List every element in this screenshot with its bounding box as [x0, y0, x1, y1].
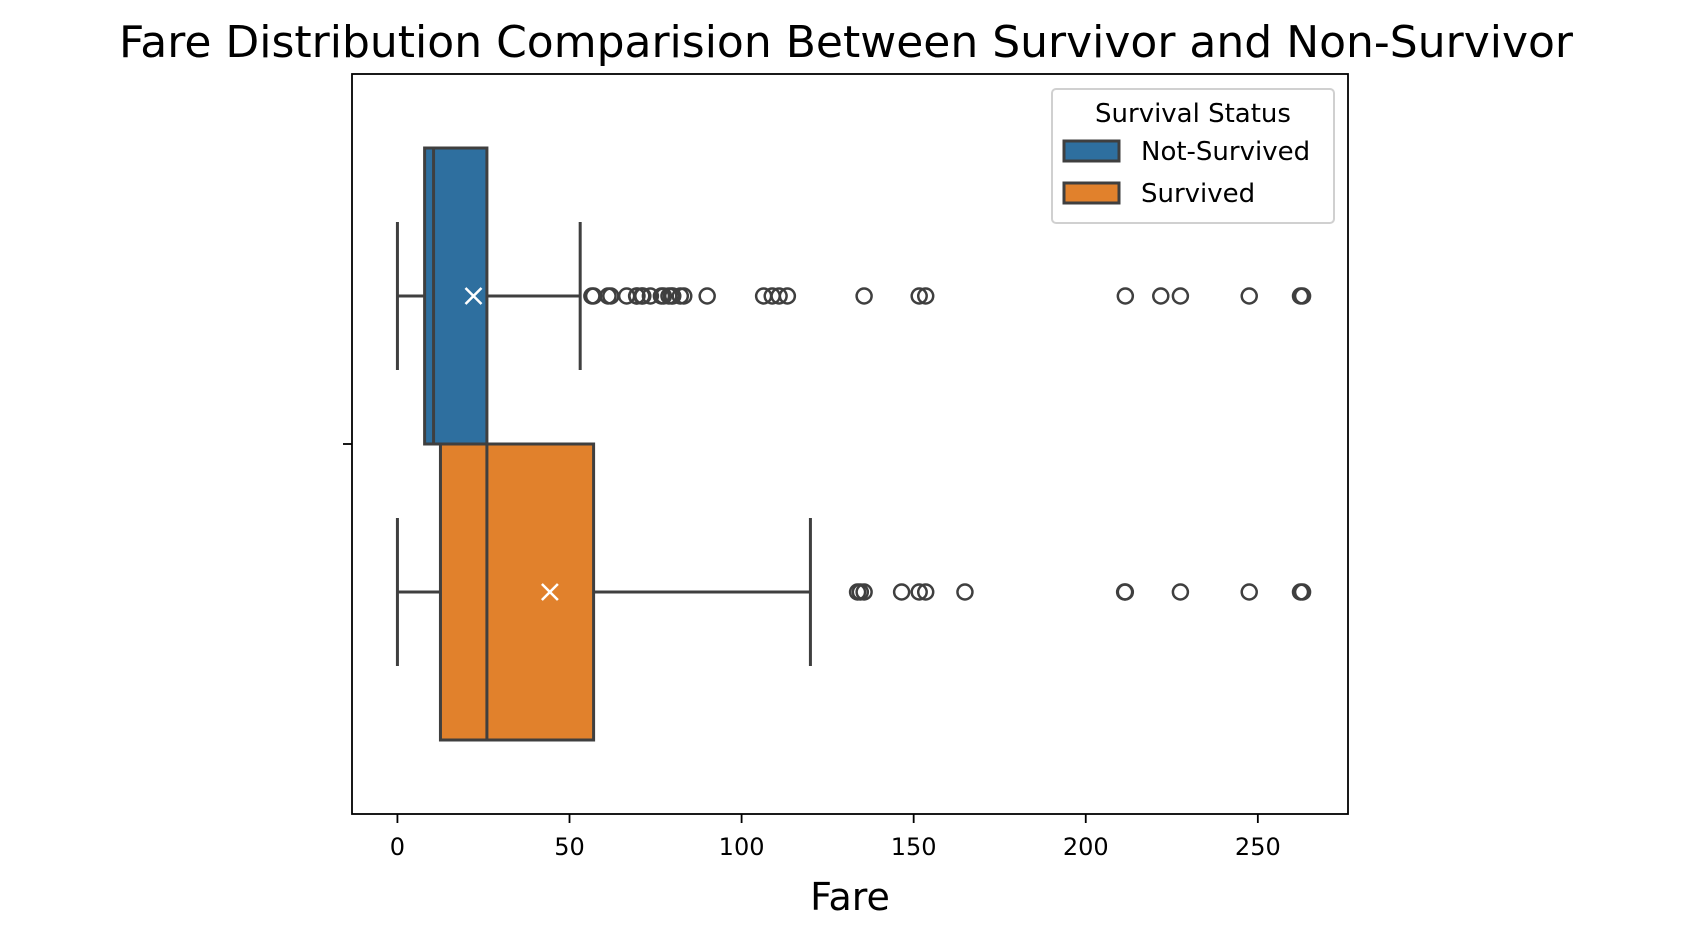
outlier-point	[675, 287, 693, 305]
legend: Survival Status Not-Survived Survived	[1051, 88, 1335, 224]
outlier-point	[910, 287, 928, 305]
outlier-point	[892, 583, 911, 601]
outlier-point	[1240, 287, 1258, 305]
boxes-layer	[395, 146, 1312, 742]
legend-frame	[1051, 88, 1335, 224]
iqr-box	[438, 442, 596, 742]
outlier-point	[1171, 583, 1190, 601]
outlier-point	[956, 583, 974, 601]
x-axis: 0 50 100 150 200 250	[343, 443, 1281, 861]
outlier-point	[1152, 287, 1170, 305]
legend-label: Survived	[1141, 179, 1255, 209]
outlier-point	[634, 287, 652, 305]
outlier-point	[1293, 287, 1312, 305]
legend-label: Not-Survived	[1141, 137, 1310, 167]
outlier-point	[1116, 583, 1135, 601]
outlier-point	[1293, 583, 1312, 601]
outlier-point	[778, 287, 797, 305]
outlier-point	[641, 287, 660, 305]
outlier-point	[664, 287, 682, 305]
outlier-point	[916, 287, 935, 305]
legend-item: Survived	[1062, 179, 1255, 209]
mean-marker-stroke	[464, 287, 483, 305]
outlier-point	[770, 287, 788, 305]
legend-items: Not-Survived Survived	[1062, 137, 1310, 209]
box-not-survived	[395, 146, 1312, 446]
outlier-point	[910, 583, 928, 601]
outlier-point	[916, 583, 935, 601]
mean-marker	[464, 287, 483, 305]
outlier-point	[1240, 583, 1258, 601]
mean-marker	[541, 583, 559, 601]
outlier-point	[628, 287, 646, 305]
outlier-point	[855, 583, 873, 601]
legend-swatch	[1062, 181, 1121, 205]
x-tick-label: 250	[1235, 833, 1281, 861]
box-survived	[395, 442, 1312, 742]
x-tick-label: 150	[891, 833, 937, 861]
x-tick-label: 0	[390, 833, 405, 861]
outlier-point	[654, 287, 673, 305]
mean-marker-stroke	[541, 583, 559, 601]
x-axis-label: Fare	[810, 875, 890, 919]
chart-title: Fare Distribution Comparision Between Su…	[119, 17, 1574, 68]
x-tick-label: 50	[554, 833, 585, 861]
outlier-point	[1116, 287, 1135, 305]
outlier-point	[855, 287, 873, 305]
x-tick-label: 100	[719, 833, 765, 861]
outlier-point	[698, 287, 716, 305]
x-tick-label: 200	[1063, 833, 1109, 861]
legend-item: Not-Survived	[1062, 137, 1310, 167]
legend-title: Survival Status	[1095, 99, 1291, 129]
legend-swatch	[1062, 139, 1121, 163]
outlier-point	[1171, 287, 1190, 305]
